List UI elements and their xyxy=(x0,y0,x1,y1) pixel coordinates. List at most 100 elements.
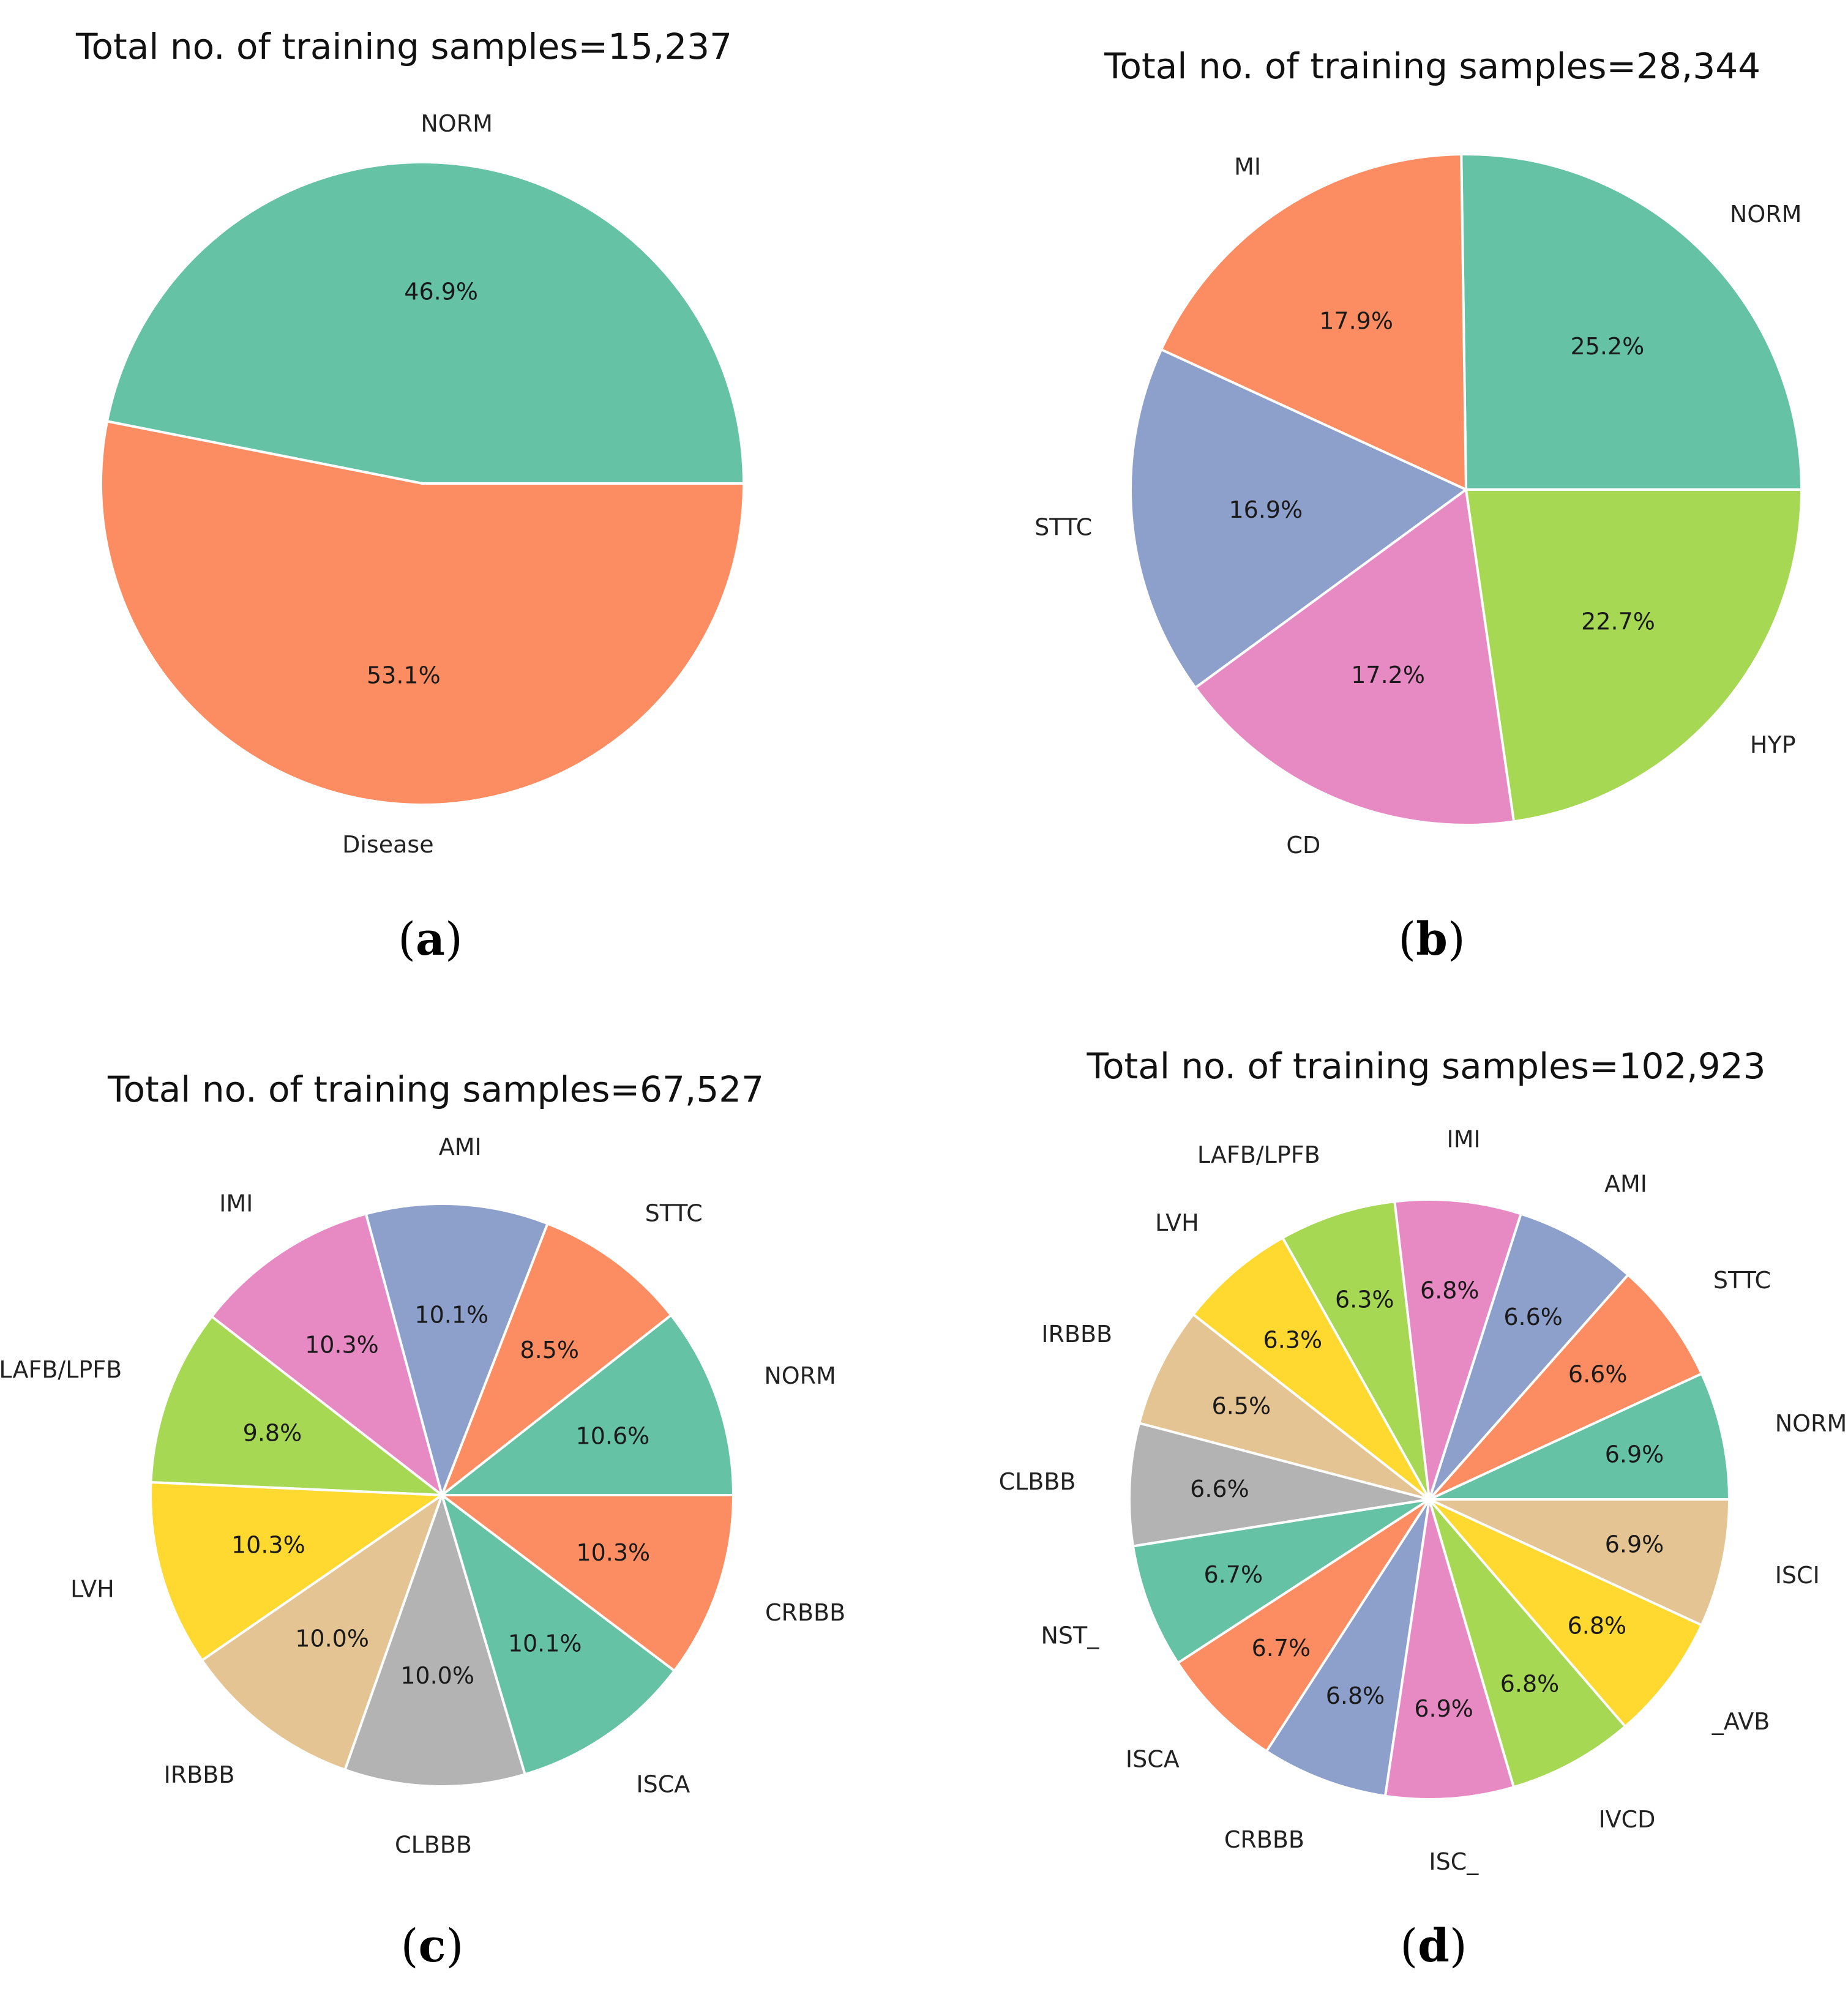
wedge-label-crbbb: CRBBB xyxy=(765,1599,845,1626)
slice-value-label-mi: 17.9% xyxy=(1319,307,1393,334)
wedge-label-lafb-lpfb: LAFB/LPFB xyxy=(0,1356,122,1383)
pie-slice-lafb-lpfb xyxy=(1281,1200,1431,1501)
wedge-label-clbbb: CLBBB xyxy=(999,1468,1076,1495)
slice-value-label-disease: 53.1% xyxy=(367,662,441,689)
wedge-label-ami: AMI xyxy=(1604,1170,1647,1197)
slice-value-label-clbbb: 10.0% xyxy=(400,1662,474,1689)
chart-title: Total no. of training samples=102,923 xyxy=(1087,1045,1766,1087)
slice-value-label-irbbb: 10.0% xyxy=(295,1625,369,1652)
wedge-label-norm: NORM xyxy=(1775,1410,1847,1437)
pie-slice-nst xyxy=(1132,1498,1431,1665)
caption-letter: c xyxy=(418,1920,446,1972)
pie-slice-isc xyxy=(1384,1498,1515,1800)
slice-value-label-clbbb: 6.6% xyxy=(1190,1476,1249,1502)
wedge-label-hyp: HYP xyxy=(1750,731,1796,758)
slice-value-label-lvh: 6.3% xyxy=(1263,1327,1323,1354)
wedge-label-norm: NORM xyxy=(1730,201,1802,228)
wedge-label-avb: _AVB xyxy=(1711,1708,1770,1735)
slice-value-label-ivcd: 6.8% xyxy=(1500,1670,1560,1697)
wedge-label-sttc: STTC xyxy=(1034,514,1092,541)
pie-slice-imi xyxy=(210,1212,443,1496)
pie-slice-ami xyxy=(1428,1212,1629,1501)
pie-d: 6.9% NORM 6.6% STTC 6.6% AMI 6.8% IMI 6.3% LAFB/L… xyxy=(999,1126,1847,1875)
pie-slice-norm xyxy=(105,161,745,485)
wedge-label-norm: NORM xyxy=(421,110,493,137)
wedge-label-cd: CD xyxy=(1286,832,1320,859)
panel-b: Total no. of training samples=28,344 25.… xyxy=(1034,45,1803,966)
pie-c: 10.6% NORM 8.5% STTC 10.1% AMI 10.3% IMI 9.8% LAF… xyxy=(0,1133,845,1859)
slice-value-label-lafb-lpfb: 6.3% xyxy=(1335,1286,1394,1313)
pie-slice-lvh xyxy=(1192,1236,1431,1501)
slice-value-label-crbbb: 6.8% xyxy=(1326,1682,1385,1709)
slice-value-label-isci: 6.9% xyxy=(1605,1531,1664,1558)
chart-title: Total no. of training samples=28,344 xyxy=(1104,45,1760,87)
slice-value-label-imi: 6.8% xyxy=(1420,1277,1480,1304)
pie-slice-sttc xyxy=(1428,1273,1703,1501)
wedge-label-nst: NST_ xyxy=(1041,1622,1100,1649)
panel-d: Total no. of training samples=102,923 6.… xyxy=(999,1045,1847,1972)
pie-slice-lafb-lpfb xyxy=(149,1315,443,1496)
caption-letter: b xyxy=(1416,913,1448,966)
pie-slice-ivcd xyxy=(1428,1498,1627,1789)
slice-value-label-imi: 10.3% xyxy=(305,1331,379,1358)
wedge-label-imi: IMI xyxy=(1447,1126,1481,1153)
pie-slice-irbbb xyxy=(1138,1313,1431,1501)
wedge-label-irbbb: IRBBB xyxy=(1041,1321,1112,1348)
wedge-label-sttc: STTC xyxy=(1713,1267,1771,1294)
slice-value-label-sttc: 8.5% xyxy=(520,1337,579,1364)
wedge-label-disease: Disease xyxy=(342,831,433,858)
slice-value-label-norm: 10.6% xyxy=(576,1423,650,1450)
pie-slice-disease xyxy=(100,420,745,806)
slice-value-label-lvh: 10.3% xyxy=(231,1531,305,1558)
chart-title: Total no. of training samples=15,237 xyxy=(75,26,732,67)
slice-value-label-isc: 6.9% xyxy=(1414,1695,1473,1722)
pie-slice-mi xyxy=(1160,153,1467,491)
panel-caption: (d) xyxy=(1400,1920,1467,1972)
pie-slice-norm xyxy=(441,1313,735,1496)
wedge-label-clbbb: CLBBB xyxy=(395,1832,472,1859)
slice-value-label-isca: 6.7% xyxy=(1252,1635,1311,1662)
pie-slice-crbbb xyxy=(441,1494,735,1672)
pie-slice-hyp xyxy=(1465,488,1803,823)
slice-value-label-irbbb: 6.5% xyxy=(1212,1392,1271,1419)
wedge-label-sttc: STTC xyxy=(645,1200,703,1227)
panel-caption: (b) xyxy=(1398,913,1465,966)
pie-slice-cd xyxy=(1194,488,1516,826)
wedge-label-mi: MI xyxy=(1234,154,1261,181)
panel-a: Total no. of training samples=15,237 46.… xyxy=(75,26,745,966)
wedge-label-isca: ISCA xyxy=(636,1771,690,1798)
pie-slice-isca xyxy=(1177,1498,1431,1753)
wedge-label-irbbb: IRBBB xyxy=(164,1761,235,1788)
slice-value-label-nst: 6.7% xyxy=(1204,1561,1263,1588)
wedge-label-lvh: LVH xyxy=(1155,1209,1199,1236)
wedge-label-isca: ISCA xyxy=(1126,1745,1180,1772)
slice-value-label-ami: 10.1% xyxy=(414,1301,488,1328)
pie-slice-isci xyxy=(1428,1498,1730,1627)
pie-slice-crbbb xyxy=(1265,1498,1431,1797)
slice-value-label-sttc: 16.9% xyxy=(1229,496,1303,523)
slice-value-label-norm: 46.9% xyxy=(404,278,478,305)
wedge-label-norm: NORM xyxy=(764,1362,836,1389)
slice-value-label-hyp: 22.7% xyxy=(1581,608,1655,635)
chart-title: Total no. of training samples=67,527 xyxy=(107,1069,764,1110)
panel-caption: (a) xyxy=(398,913,463,966)
pie-slice-irbbb xyxy=(200,1494,443,1771)
pie-slice-norm xyxy=(1428,1372,1730,1501)
wedge-label-ami: AMI xyxy=(439,1133,482,1160)
pie-slice-isca xyxy=(441,1494,676,1776)
pie-slice-sttc xyxy=(441,1222,673,1496)
pie-slice-avb xyxy=(1428,1498,1703,1728)
wedge-label-isci: ISCI xyxy=(1775,1562,1820,1589)
pie-slice-ami xyxy=(364,1203,549,1496)
wedge-label-crbbb: CRBBB xyxy=(1224,1826,1304,1853)
caption-letter: d xyxy=(1418,1920,1450,1972)
slice-value-label-cd: 17.2% xyxy=(1351,662,1425,688)
caption-letter: a xyxy=(416,913,445,966)
slice-value-label-norm: 6.9% xyxy=(1605,1441,1664,1468)
wedge-label-isc: ISC_ xyxy=(1429,1848,1479,1875)
slice-value-label-ami: 6.6% xyxy=(1503,1304,1563,1330)
slice-value-label-norm: 25.2% xyxy=(1570,333,1644,360)
pie-slice-imi xyxy=(1393,1198,1522,1501)
wedge-label-lafb-lpfb: LAFB/LPFB xyxy=(1197,1141,1320,1168)
